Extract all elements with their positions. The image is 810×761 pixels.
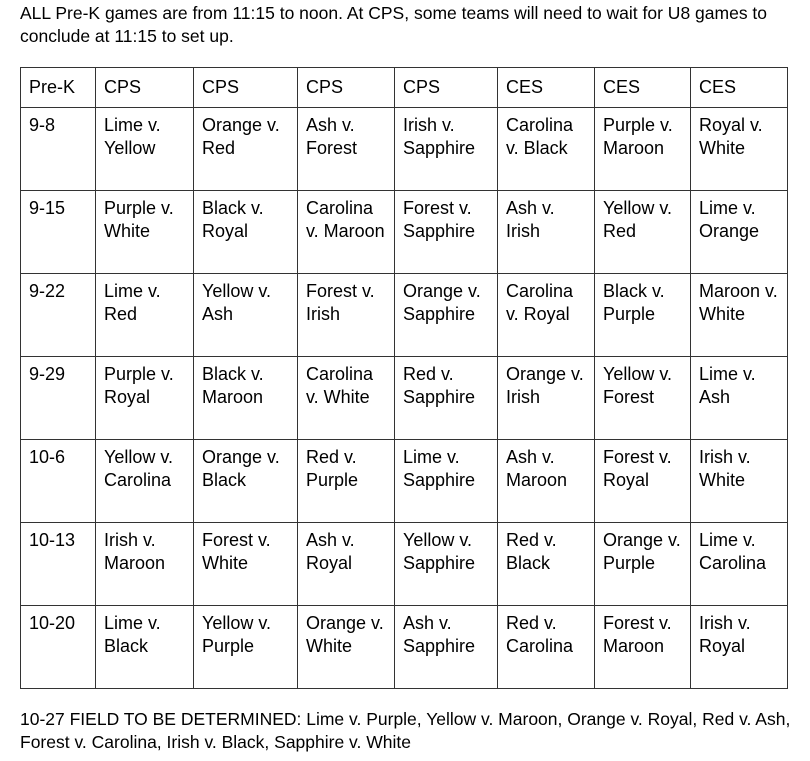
footer-note: 10-27 FIELD TO BE DETERMINED: Lime v. Pu… bbox=[20, 709, 791, 752]
matchup-cell: Black v. Maroon bbox=[193, 356, 298, 440]
matchup-cell: Lime v. Red bbox=[95, 273, 194, 357]
matchup-cell: Red v. Black bbox=[497, 522, 595, 606]
matchup-cell: Forest v. White bbox=[193, 522, 298, 606]
matchup-cell: Orange v. Red bbox=[193, 107, 298, 191]
matchup-cell: Forest v. Royal bbox=[594, 439, 691, 523]
matchup-cell: Yellow v. Purple bbox=[193, 605, 298, 689]
matchup-cell: Ash v. Sapphire bbox=[394, 605, 498, 689]
matchup-cell: Irish v. White bbox=[690, 439, 788, 523]
matchup-cell: Irish v. Sapphire bbox=[394, 107, 498, 191]
column-header: CPS bbox=[297, 67, 395, 108]
matchup-cell: Irish v. Maroon bbox=[95, 522, 194, 606]
intro-text: ALL Pre-K games are from 11:15 to noon. … bbox=[20, 3, 768, 46]
column-header: CPS bbox=[95, 67, 194, 108]
matchup-cell: Orange v. Black bbox=[193, 439, 298, 523]
matchup-cell: Maroon v. White bbox=[690, 273, 788, 357]
column-header: CES bbox=[497, 67, 595, 108]
matchup-cell: Lime v. Orange bbox=[690, 190, 788, 274]
matchup-cell: Ash v. Royal bbox=[297, 522, 395, 606]
matchup-cell: Lime v. Ash bbox=[690, 356, 788, 440]
matchup-cell: Orange v. White bbox=[297, 605, 395, 689]
matchup-cell: Carolina v. White bbox=[297, 356, 395, 440]
table-row: 9-22 Lime v. Red Yellow v. Ash Forest v. Ir… bbox=[20, 273, 788, 357]
table-row: 9-8 Lime v. Yellow Orange v. Red Ash v. For… bbox=[20, 107, 788, 191]
matchup-cell: Yellow v. Red bbox=[594, 190, 691, 274]
matchup-cell: Lime v. Yellow bbox=[95, 107, 194, 191]
matchup-cell: Carolina v. Maroon bbox=[297, 190, 395, 274]
matchup-cell: Orange v. Purple bbox=[594, 522, 691, 606]
matchup-cell: Ash v. Irish bbox=[497, 190, 595, 274]
date-cell: 10-20 bbox=[20, 605, 96, 689]
matchup-cell: Purple v. Maroon bbox=[594, 107, 691, 191]
matchup-cell: Forest v. Sapphire bbox=[394, 190, 498, 274]
date-cell: 9-15 bbox=[20, 190, 96, 274]
matchup-cell: Lime v. Carolina bbox=[690, 522, 788, 606]
column-header: CES bbox=[594, 67, 691, 108]
date-cell: 10-6 bbox=[20, 439, 96, 523]
matchup-cell: Lime v. Sapphire bbox=[394, 439, 498, 523]
table-row: 10-20 Lime v. Black Yellow v. Purple Orange… bbox=[20, 605, 788, 689]
date-cell: 9-29 bbox=[20, 356, 96, 440]
matchup-cell: Red v. Carolina bbox=[497, 605, 595, 689]
matchup-cell: Yellow v. Ash bbox=[193, 273, 298, 357]
date-cell: 9-22 bbox=[20, 273, 96, 357]
matchup-cell: Orange v. Irish bbox=[497, 356, 595, 440]
matchup-cell: Yellow v. Forest bbox=[594, 356, 691, 440]
matchup-cell: Ash v. Forest bbox=[297, 107, 395, 191]
matchup-cell: Black v. Purple bbox=[594, 273, 691, 357]
matchup-cell: Carolina v. Royal bbox=[497, 273, 595, 357]
matchup-cell: Forest v. Irish bbox=[297, 273, 395, 357]
date-cell: 10-13 bbox=[20, 522, 96, 606]
table-row: 10-6 Yellow v. Carolina Orange v. Black Red… bbox=[20, 439, 788, 523]
date-cell: 9-8 bbox=[20, 107, 96, 191]
matchup-cell: Irish v. Royal bbox=[690, 605, 788, 689]
matchup-cell: Lime v. Black bbox=[95, 605, 194, 689]
schedule-table: Pre-K CPS CPS CPS CPS CES CES CES 9-8 Lime v. Yel… bbox=[20, 67, 788, 689]
matchup-cell: Royal v. White bbox=[690, 107, 788, 191]
matchup-cell: Yellow v. Sapphire bbox=[394, 522, 498, 606]
matchup-cell: Orange v. Sapphire bbox=[394, 273, 498, 357]
matchup-cell: Black v. Royal bbox=[193, 190, 298, 274]
matchup-cell: Purple v. Royal bbox=[95, 356, 194, 440]
matchup-cell: Carolina v. Black bbox=[497, 107, 595, 191]
table-row: 10-13 Irish v. Maroon Forest v. White Ash v… bbox=[20, 522, 788, 606]
header-row: Pre-K CPS CPS CPS CPS CES CES CES bbox=[20, 67, 788, 108]
table-row: 9-15 Purple v. White Black v. Royal Carolin… bbox=[20, 190, 788, 274]
column-header: CPS bbox=[394, 67, 498, 108]
column-header: CES bbox=[690, 67, 788, 108]
matchup-cell: Red v. Purple bbox=[297, 439, 395, 523]
matchup-cell: Ash v. Maroon bbox=[497, 439, 595, 523]
matchup-cell: Forest v. Maroon bbox=[594, 605, 691, 689]
matchup-cell: Red v. Sapphire bbox=[394, 356, 498, 440]
column-header: Pre-K bbox=[20, 67, 96, 108]
column-header: CPS bbox=[193, 67, 298, 108]
table-row: 9-29 Purple v. Royal Black v. Maroon Caroli… bbox=[20, 356, 788, 440]
matchup-cell: Yellow v. Carolina bbox=[95, 439, 194, 523]
matchup-cell: Purple v. White bbox=[95, 190, 194, 274]
